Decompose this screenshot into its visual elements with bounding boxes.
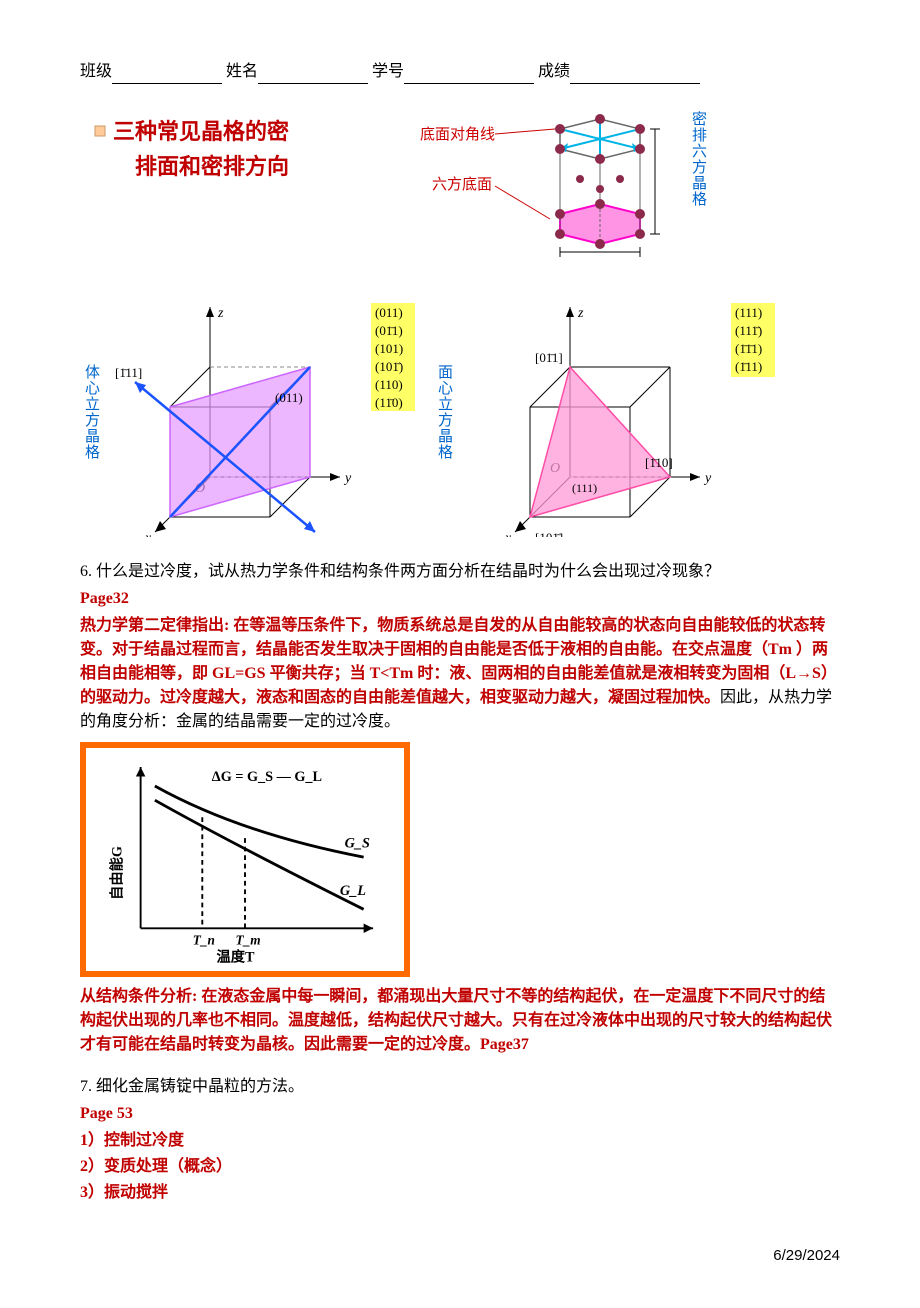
diag-label: 底面对角线 [420, 126, 495, 143]
bullet-icon [95, 126, 105, 136]
bcc-y: y [343, 471, 352, 486]
class-blank [112, 66, 222, 84]
bcc-label: 体心立 方晶格 [85, 364, 104, 461]
name-blank [258, 66, 368, 84]
svg-text:(101̄): (101̄) [375, 359, 403, 374]
svg-text:(1̄1̄1): (1̄1̄1) [735, 341, 762, 356]
base-label: 六方底面 [432, 176, 492, 193]
q6-answer2: 从结构条件分析: 在液态金属中每一瞬间，都涌现出大量尺寸不等的结构起伏，在一定温… [80, 985, 840, 1057]
tn-label: T_n [193, 932, 215, 947]
fcc-label: 面心立 方晶格 [438, 365, 457, 461]
bcc-bottom-label: [11̄1̄] [295, 535, 322, 537]
svg-text:(111̄): (111̄) [735, 323, 762, 338]
yaxis-label: 自由能G [108, 846, 126, 900]
q6-pageref: Page32 [80, 587, 840, 611]
bcc-right-label: (011) [275, 390, 303, 405]
bcc-cube: z y x O [1̄11] (011) [11̄1̄] [115, 306, 352, 537]
id-blank [404, 66, 534, 84]
bcc-miller-list: (011) (01̄1) (101) (101̄) (110) (11̄0) [371, 303, 415, 411]
diagram-title-l1: 三种常见晶格的密 [113, 119, 289, 144]
gl-label: G_L [340, 883, 366, 899]
class-label: 班级 [80, 60, 112, 84]
footer-date: 6/29/2024 [80, 1245, 840, 1268]
xaxis-label: 温度T [217, 948, 255, 966]
free-energy-chart: ΔG = G_S — G_L G_S G_L T_n T_m 温度T 自由能G [80, 742, 410, 977]
q7-pageref: Page 53 [80, 1102, 840, 1126]
svg-text:(1̄11): (1̄11) [735, 359, 762, 374]
svg-text:(101): (101) [375, 341, 403, 356]
gs-label: G_S [345, 836, 370, 852]
q7-question: 7. 细化金属铸锭中晶粒的方法。 [80, 1075, 840, 1099]
fcc-cube: z y x O [01̄1] [1̄10] [101̄] (111) [504, 306, 712, 537]
svg-text:(110): (110) [375, 377, 403, 392]
fcc-top-label: [01̄1] [535, 350, 563, 365]
q7-item-2: 2）变质处理（概念） [80, 1155, 840, 1179]
bcc-z: z [217, 306, 224, 321]
q7-item-1: 1）控制过冷度 [80, 1129, 840, 1153]
fcc-inside-label: (111) [572, 481, 597, 495]
q6-question: 6. 什么是过冷度，试从热力学条件和结构条件两方面分析在结晶时为什么会出现过冷现… [80, 560, 840, 584]
q6-answer1: 热力学第二定律指出: 在等温等压条件下，物质系统总是自发的从自由能较高的状态向自… [80, 614, 840, 734]
grade-blank [570, 66, 700, 84]
diagram-cubic: z y x O [1̄11] (011) [11̄1̄] 体心立 方晶格 [80, 287, 840, 545]
tm-label: T_m [236, 932, 261, 947]
fcc-y: y [703, 471, 712, 486]
name-label: 姓名 [226, 60, 258, 84]
fcc-right-label: [1̄10] [645, 455, 673, 470]
fcc-miller-list: (111) (111̄) (1̄1̄1) (1̄11) [731, 303, 775, 377]
svg-text:(11̄0): (11̄0) [375, 395, 403, 410]
dg-label: ΔG = G_S — G_L [212, 769, 322, 785]
q7-item-3: 3）振动搅拌 [80, 1181, 840, 1205]
header-fields: 班级 姓名 学号 成绩 [80, 60, 840, 84]
fcc-x: x [504, 531, 512, 537]
grade-label: 成绩 [538, 60, 570, 84]
diagram-title-l2: 排面和密排方向 [135, 154, 289, 179]
svg-text:(111): (111) [735, 305, 762, 320]
hex-svg: 三种常见晶格的密 排面和密排方向 [80, 104, 840, 264]
svg-text:(01̄1): (01̄1) [375, 323, 403, 338]
bcc-top-label: [1̄11] [115, 365, 142, 380]
fcc-bottom-label: [101̄] [535, 530, 563, 537]
cubic-svg: z y x O [1̄11] (011) [11̄1̄] 体心立 方晶格 [80, 287, 840, 537]
diagram-hexagonal: 三种常见晶格的密 排面和密排方向 [80, 104, 840, 272]
fcc-z: z [577, 306, 584, 321]
hex-prism [555, 114, 660, 257]
hex-label: 密排六 方晶格 [692, 111, 711, 208]
svg-text:(011): (011) [375, 305, 403, 320]
id-label: 学号 [372, 60, 404, 84]
bcc-x: x [144, 531, 152, 537]
